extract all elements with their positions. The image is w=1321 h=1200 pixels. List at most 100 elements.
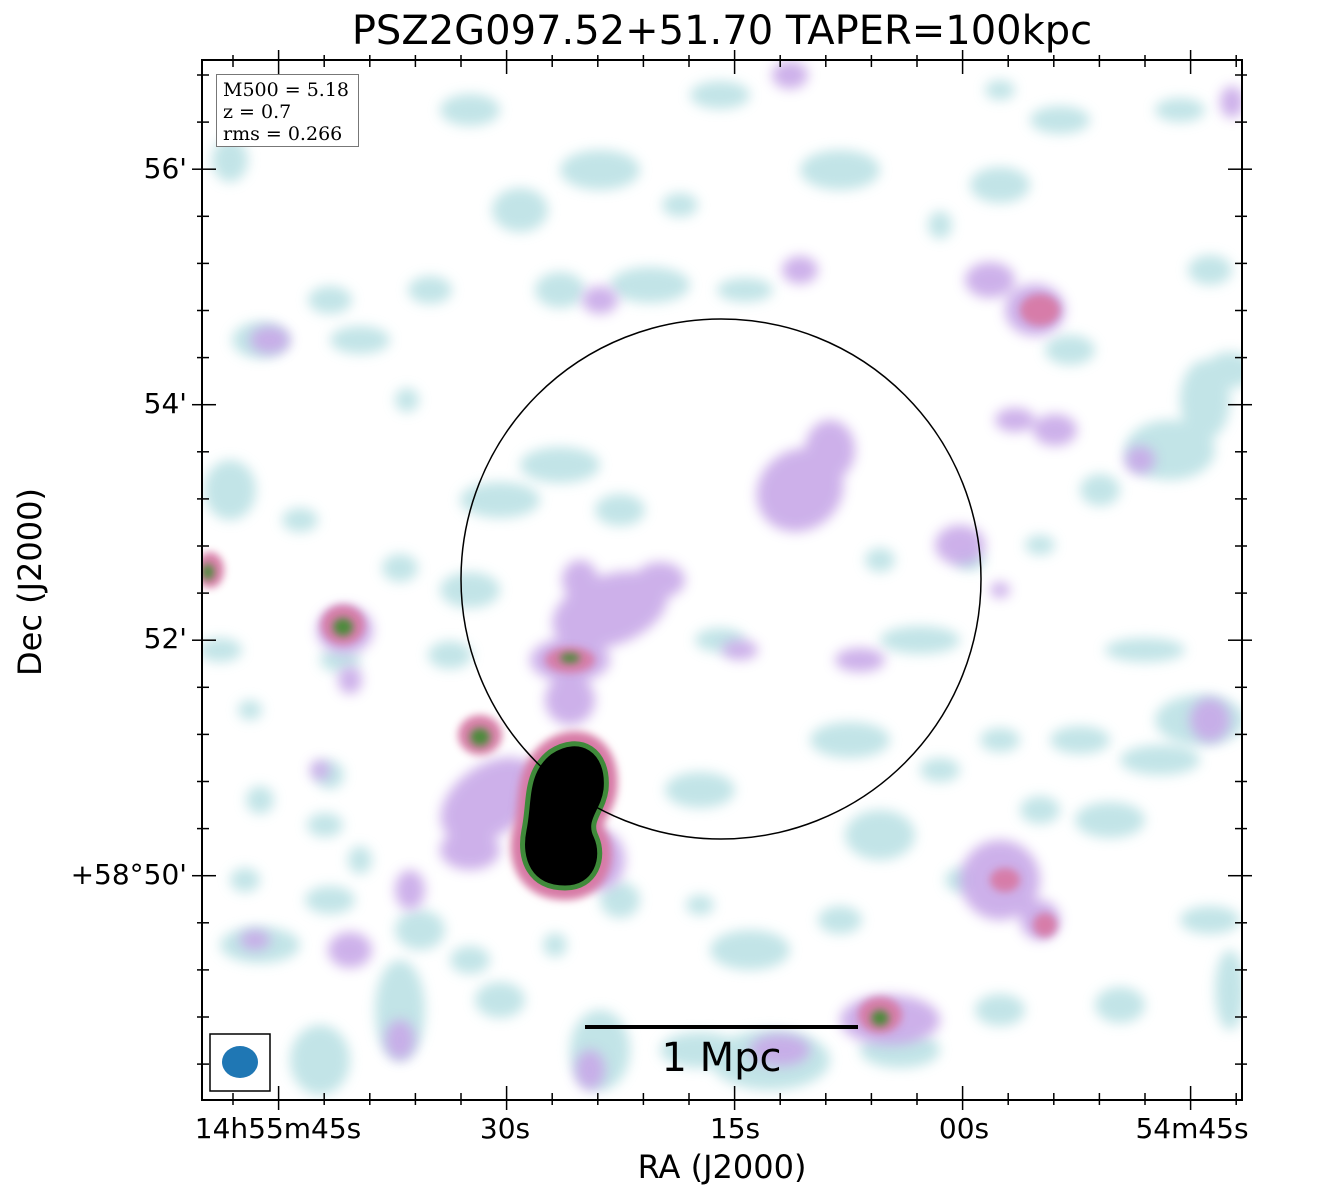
faint-emission-blob	[690, 81, 750, 109]
plot-frame	[201, 59, 1243, 1101]
y-axis-label: Dec (J2000)	[11, 488, 49, 676]
faint-emission-blob	[717, 278, 773, 302]
faint-emission-blob	[1045, 335, 1095, 365]
mid-emission-blob	[635, 562, 685, 598]
x-tick-label: 14h55m45s	[194, 1112, 362, 1145]
x-tick-label: 30s	[479, 1112, 531, 1145]
faint-emission-blob	[460, 482, 540, 518]
faint-emission-blob	[1105, 638, 1185, 662]
faint-emission-blob	[348, 846, 372, 874]
faint-emission-blob	[660, 1032, 740, 1068]
faint-emission-blob	[395, 910, 445, 950]
rms-text: rms = 0.266	[223, 123, 343, 145]
y-tick-label: 52'	[143, 622, 187, 655]
faint-emission-blob	[305, 886, 355, 914]
y-tick-label: +58°50'	[70, 858, 187, 891]
faint-emission-blob	[980, 728, 1020, 752]
mid-emission-blob	[1125, 446, 1155, 474]
faint-emission-blob	[1188, 255, 1232, 285]
faint-emission-blob	[290, 1025, 350, 1095]
x-tick-label: 15s	[709, 1112, 761, 1145]
mid-emission-blob	[545, 675, 595, 725]
faint-emission-blob	[330, 326, 390, 354]
mid-emission-blob	[440, 757, 540, 843]
mid-emission-blob	[805, 420, 855, 480]
faint-emission-blob	[818, 906, 862, 934]
mid-emission-blob	[582, 286, 618, 314]
faint-emission-blob	[1095, 987, 1145, 1023]
faint-emission-blob	[1020, 796, 1060, 824]
faint-emission-blob	[1215, 950, 1242, 1030]
peak-emission-blob	[333, 618, 353, 636]
faint-emission-blob	[238, 700, 262, 720]
mid-emission-blob	[995, 408, 1035, 432]
mid-emission-blob	[1220, 86, 1242, 118]
mid-emission-blob	[782, 256, 818, 284]
faint-emission-blob	[560, 150, 640, 190]
bright-emission-blob	[990, 868, 1020, 892]
mid-emission-blob	[328, 932, 372, 968]
mid-emission-blob	[310, 760, 330, 780]
mid-emission-blob	[562, 560, 598, 600]
faint-emission-blob	[202, 638, 242, 662]
faint-emission-blob	[610, 267, 690, 303]
faint-emission-blob	[1120, 745, 1200, 775]
y-tick-label: 56'	[143, 152, 187, 185]
faint-emission-blob	[600, 882, 640, 918]
mid-emission-blob	[750, 1034, 810, 1066]
mid-emission-blob	[395, 870, 425, 910]
faint-emission-blob	[880, 626, 960, 654]
faint-emission-blob	[595, 494, 645, 526]
faint-emission-blob	[1075, 802, 1145, 838]
y-tick-label: 54'	[143, 387, 187, 420]
faint-emission-blob	[865, 548, 895, 572]
faint-emission-blob	[382, 554, 418, 582]
faint-emission-blob	[1050, 726, 1110, 754]
faint-emission-blob	[450, 946, 490, 974]
mid-emission-blob	[385, 1020, 415, 1060]
redshift-text: z = 0.7	[223, 101, 292, 123]
info-box: M500 = 5.18 z = 0.7 rms = 0.266	[216, 74, 359, 147]
bright-emission-blob	[1033, 913, 1057, 937]
faint-emission-blob	[800, 150, 880, 190]
faint-emission-blob	[440, 94, 500, 126]
faint-emission-blob	[665, 772, 735, 808]
bright-emission-blob	[1020, 294, 1060, 326]
scale-bar-label: 1 Mpc	[661, 1035, 782, 1081]
faint-emission-blob	[970, 167, 1030, 203]
faint-emission-blob	[975, 994, 1025, 1026]
axis-ticks	[192, 50, 1252, 1110]
bright-radio-source	[510, 731, 618, 901]
faint-emission-blob	[520, 447, 600, 483]
faint-emission-blob	[492, 188, 548, 232]
faint-emission-blob	[1025, 535, 1055, 555]
mid-emission-blob	[338, 666, 362, 694]
faint-emission-blob	[1180, 906, 1240, 934]
faint-emission-blob	[1030, 106, 1090, 134]
beam-box	[209, 1033, 271, 1092]
faint-emission-blob	[475, 982, 525, 1018]
faint-emission-blob	[204, 460, 256, 520]
faint-emission-blob	[810, 722, 890, 758]
faint-emission-blob	[282, 508, 318, 532]
mid-emission-blob	[772, 61, 808, 89]
faint-emission-blob	[308, 286, 352, 314]
peak-emission-blob	[470, 728, 490, 746]
image-title: PSZ2G097.52+51.70 TAPER=100kpc	[351, 8, 1093, 54]
faint-emission-blob	[395, 388, 419, 412]
mid-emission-blob	[250, 326, 290, 354]
peak-emission-blob	[871, 1010, 889, 1026]
mid-emission-blob	[835, 648, 885, 672]
mid-emission-blob	[575, 1050, 605, 1090]
mid-emission-blob	[240, 930, 270, 950]
faint-emission-blob	[1180, 360, 1230, 440]
mid-emission-blob	[1190, 698, 1230, 742]
m500-text: M500 = 5.18	[223, 79, 350, 101]
faint-emission-blob	[1155, 98, 1205, 122]
peak-emission-blob	[560, 653, 580, 663]
mid-emission-blob	[935, 525, 985, 565]
mid-emission-blob	[965, 262, 1015, 298]
r500-circle	[460, 318, 982, 840]
faint-emission-blob	[710, 930, 790, 970]
